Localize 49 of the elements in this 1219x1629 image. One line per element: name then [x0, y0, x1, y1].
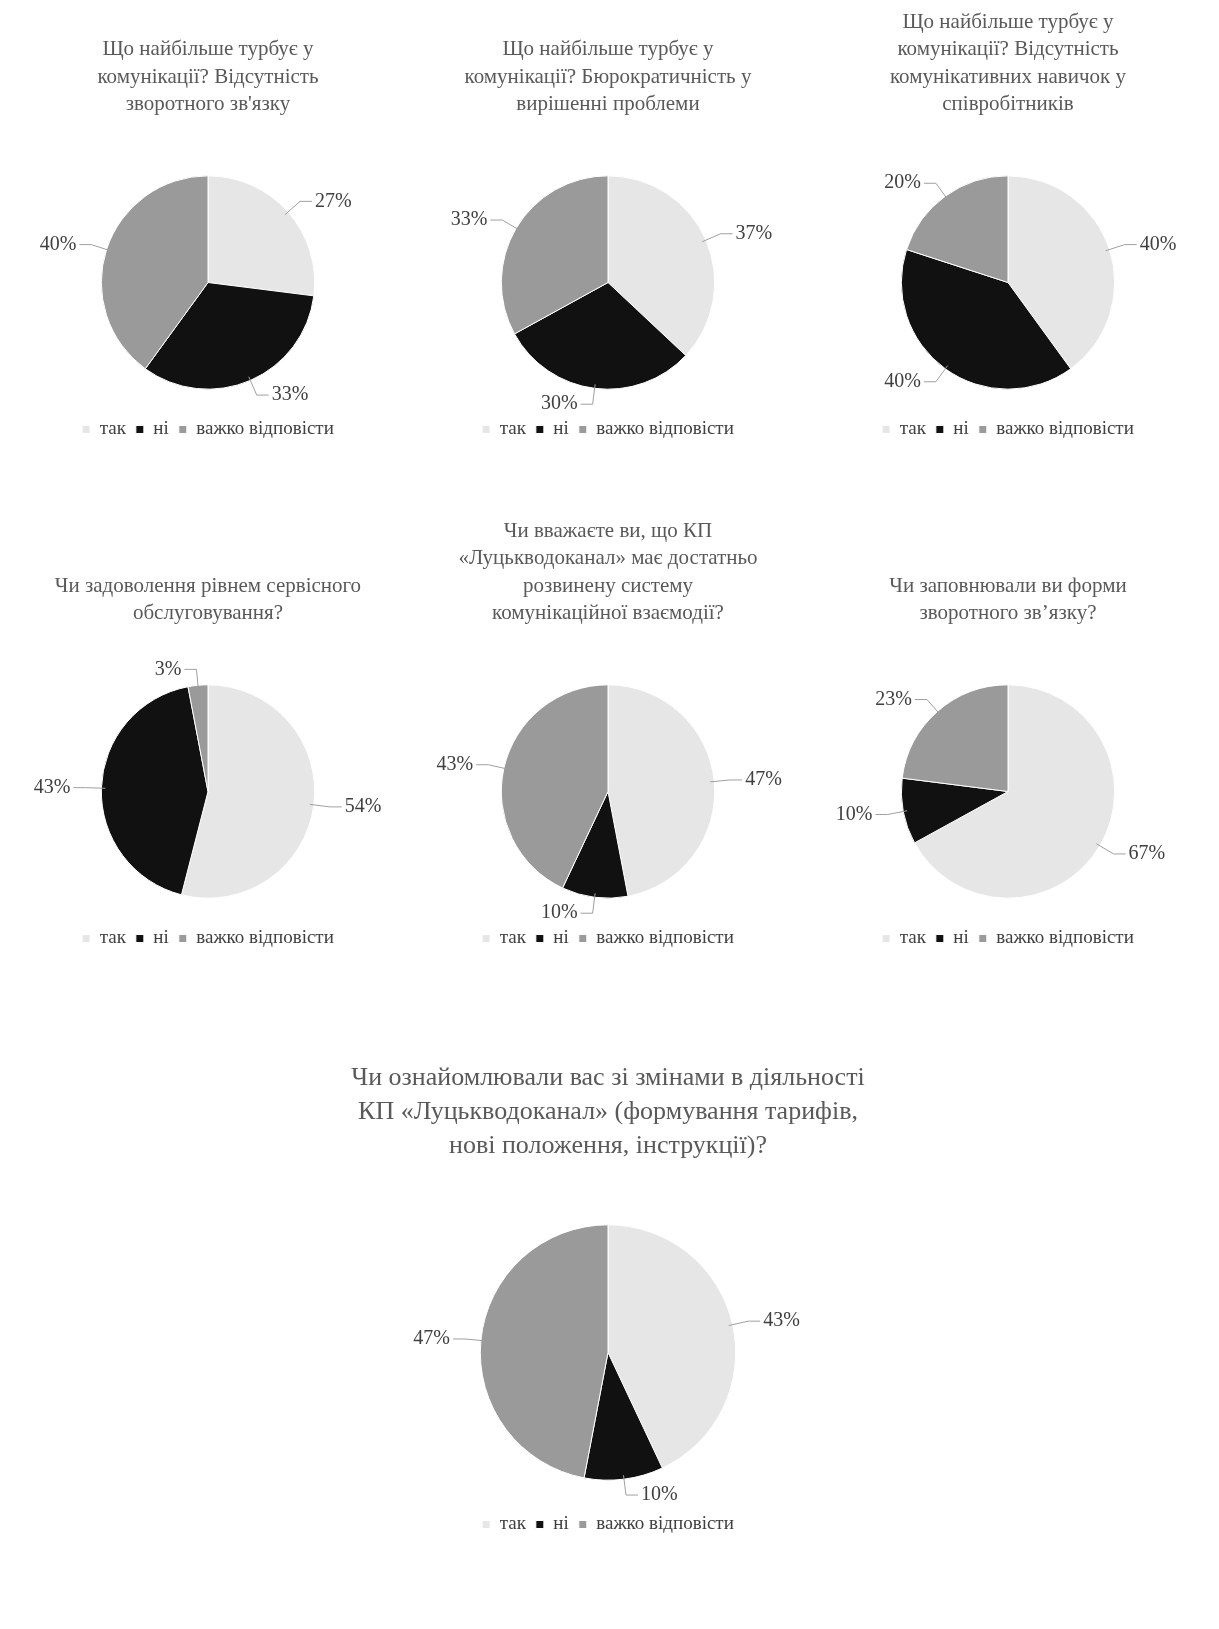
legend-label: ні — [153, 417, 169, 439]
legend-label: ні — [953, 926, 969, 948]
data-label: 30% — [540, 391, 578, 414]
data-label: 27% — [315, 188, 352, 211]
legend-label: важко відповісти — [596, 926, 734, 948]
data-label: 10% — [641, 1481, 678, 1504]
legend-label: важко відповісти — [596, 417, 734, 439]
data-label: 40% — [884, 369, 921, 392]
legend-label: важко відповісти — [196, 926, 334, 948]
legend-label: так — [499, 1512, 527, 1534]
legend-label: ні — [553, 1512, 569, 1534]
data-label: 47% — [745, 767, 782, 790]
legend-label: ні — [553, 926, 569, 948]
data-label: 37% — [735, 221, 773, 244]
data-label: 23% — [875, 687, 912, 710]
legend-label: так — [499, 417, 527, 439]
legend-label: так — [899, 417, 927, 439]
legend-label: важко відповісти — [996, 417, 1134, 439]
data-label: 10% — [835, 802, 873, 825]
legend-label: важко відповісти — [996, 926, 1134, 948]
data-label: 33% — [271, 382, 309, 405]
data-label: 10% — [540, 900, 578, 923]
legend-label: так — [99, 417, 127, 439]
data-label: 47% — [413, 1325, 450, 1348]
data-label: 20% — [884, 170, 921, 193]
chart-title: Що найбільше турбує у комунікації? Відсутність зворотного зв'язку — [96, 35, 320, 117]
legend-label: важко відповісти — [596, 1512, 734, 1534]
data-label: 43% — [33, 775, 71, 798]
data-label: 43% — [436, 752, 474, 775]
chart-title: Чи ознайомлювали вас зі змінами в діяльності КП «Луцькводоканал» (формування тарифів, нові положення, інструкції)? — [350, 1061, 866, 1161]
chart-title: Що найбільше турбує у комунікації? Бюрократичність у вирішенні проблеми — [463, 35, 753, 117]
legend-label: важко відповісти — [196, 417, 334, 439]
data-label: 33% — [450, 207, 488, 230]
data-label: 54% — [344, 794, 382, 817]
chart-title: Що найбільше турбує у комунікації? Відсутність комунікативних навичок у співробітників — [888, 8, 1127, 117]
data-label: 67% — [1128, 841, 1166, 864]
legend-label: так — [99, 926, 127, 948]
data-label: 43% — [763, 1307, 800, 1330]
data-label: 40% — [1139, 232, 1177, 255]
data-label: 3% — [154, 656, 182, 679]
legend-label: так — [499, 926, 527, 948]
legend-label: ні — [153, 926, 169, 948]
legend-label: ні — [953, 417, 969, 439]
legend-label: так — [899, 926, 927, 948]
chart-title: Чи заповнювали ви форми зворотного зв’язку? — [888, 571, 1128, 627]
chart-title: Чи задоволення рівнем сервісного обслуговування? — [53, 571, 363, 627]
legend-label: ні — [553, 417, 569, 439]
chart-title: Чи вважаєте ви, що КП «Луцькводоканал» має достатньо розвинену систему комунікаційної взаємодії? — [457, 517, 759, 627]
data-label: 40% — [39, 232, 77, 255]
